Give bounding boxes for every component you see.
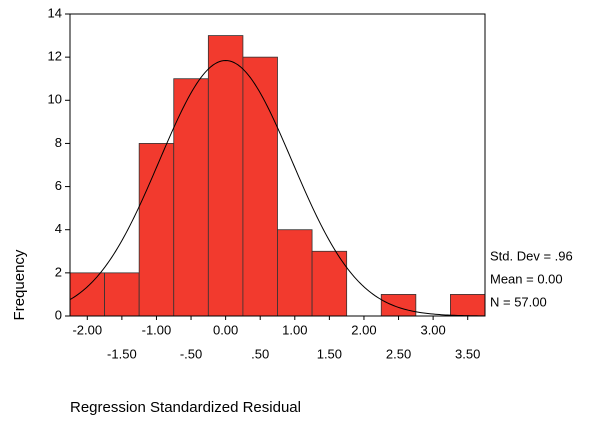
bar <box>104 272 140 317</box>
x-tick-label: .50 <box>251 346 269 361</box>
bar <box>380 294 417 317</box>
y-tick-label: 6 <box>55 178 62 193</box>
bar <box>311 250 348 317</box>
bar <box>242 56 278 317</box>
y-tick-label: 12 <box>48 49 62 64</box>
x-axis-title: Regression Standardized Residual <box>70 399 301 416</box>
x-tick-label: 2.00 <box>351 322 376 337</box>
stat-label: Mean = 0.00 <box>490 271 563 286</box>
bar <box>69 272 105 317</box>
y-axis-title: Frequency <box>11 249 28 320</box>
bar <box>277 229 313 317</box>
bar <box>450 294 486 317</box>
x-tick-label: -1.50 <box>107 346 137 361</box>
x-tick-label: 0.00 <box>213 322 238 337</box>
bar <box>173 78 209 317</box>
y-tick-label: 2 <box>55 264 62 279</box>
plot-frame <box>69 13 486 317</box>
x-tick-label: 3.50 <box>455 346 480 361</box>
y-tick-label: 8 <box>55 135 62 150</box>
x-tick-label: 3.00 <box>420 322 445 337</box>
normal-curve <box>69 60 486 317</box>
y-tick-label: 14 <box>48 5 62 20</box>
bar <box>207 35 244 317</box>
x-tick-label: -2.00 <box>72 322 102 337</box>
y-tick-label: 4 <box>55 221 62 236</box>
x-tick-label: 1.00 <box>282 322 307 337</box>
x-tick-label: -.50 <box>180 346 202 361</box>
stat-label: Std. Dev = .96 <box>490 248 573 263</box>
x-tick-label: 1.50 <box>317 346 342 361</box>
x-tick-label: -1.00 <box>142 322 172 337</box>
bar <box>138 143 175 317</box>
y-tick-label: 0 <box>55 307 62 322</box>
y-tick-label: 10 <box>48 92 62 107</box>
stat-label: N = 57.00 <box>490 294 547 309</box>
x-tick-label: 2.50 <box>386 346 411 361</box>
